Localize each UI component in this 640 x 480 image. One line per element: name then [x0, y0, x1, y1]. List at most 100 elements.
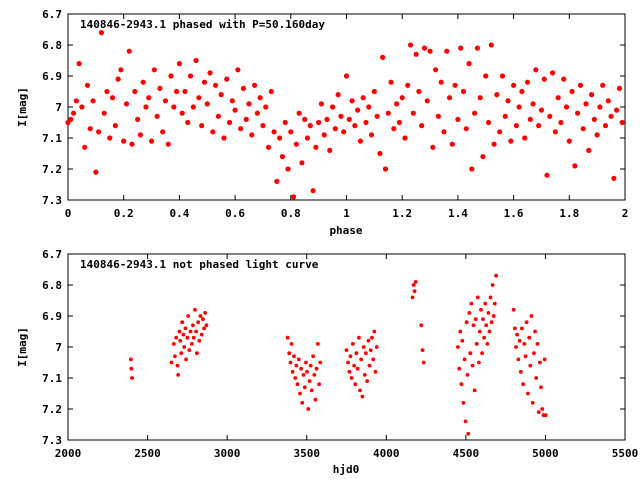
unphased-data-point	[287, 351, 292, 356]
unphased-data-point	[465, 373, 470, 377]
phased-data-point	[530, 101, 536, 107]
phased-data-point	[569, 88, 575, 95]
unphased-data-point	[315, 342, 320, 346]
phased-data-point	[346, 116, 352, 122]
phased-x-tick-label: 1.2	[392, 207, 412, 220]
unphased-data-point	[198, 314, 203, 318]
unphased-data-point	[474, 342, 479, 346]
phased-data-point	[196, 95, 202, 101]
unphased-data-point	[464, 320, 469, 325]
phased-data-points	[65, 29, 625, 200]
phased-data-point	[360, 95, 366, 101]
phased-data-point	[444, 48, 450, 54]
unphased-data-point	[191, 323, 195, 328]
phased-data-point	[483, 73, 489, 79]
unphased-data-point	[344, 348, 349, 352]
phased-data-point	[572, 163, 578, 169]
phased-data-point	[288, 129, 294, 135]
unphased-data-point	[534, 376, 539, 380]
phased-data-point	[563, 104, 570, 110]
phased-data-point	[499, 73, 506, 79]
unphased-data-point	[420, 348, 425, 352]
unphased-data-point	[365, 379, 370, 383]
phased-data-point	[324, 116, 330, 122]
phased-data-point	[243, 116, 249, 122]
phased-data-point	[561, 76, 567, 82]
phased-data-point	[396, 119, 403, 126]
phased-data-point	[527, 116, 533, 122]
phased-data-point	[285, 166, 291, 172]
phased-data-point	[474, 45, 480, 51]
phased-data-point	[123, 101, 130, 107]
phased-data-point	[162, 98, 169, 104]
phased-data-point	[157, 85, 163, 91]
unphased-data-point	[542, 357, 547, 362]
phased-data-point	[463, 126, 469, 132]
phased-data-point	[385, 110, 391, 116]
phased-data-point	[254, 110, 260, 116]
unphased-data-point	[481, 317, 485, 321]
unphased-data-point	[516, 357, 521, 362]
unphased-data-point	[532, 351, 536, 356]
phased-data-point	[480, 154, 486, 160]
unphased-data-point	[371, 357, 376, 362]
unphased-data-point	[185, 335, 190, 340]
phased-x-tick-label: 0.4	[169, 207, 189, 220]
phased-data-point	[226, 119, 233, 126]
unphased-data-point	[524, 320, 529, 325]
phased-data-point	[424, 98, 430, 104]
unphased-data-point	[302, 385, 307, 390]
unphased-data-point	[511, 307, 516, 312]
phased-data-point	[316, 119, 322, 126]
unphased-data-point	[318, 360, 323, 365]
phased-data-point	[249, 132, 255, 138]
phased-data-point	[388, 79, 394, 85]
phased-data-point	[611, 175, 617, 181]
unphased-data-point	[484, 323, 489, 328]
phased-data-point	[235, 67, 241, 73]
unphased-data-point	[317, 382, 322, 387]
unphased-data-point	[181, 332, 186, 337]
unphased-data-point	[171, 342, 176, 346]
phased-data-point	[271, 129, 277, 135]
unphased-data-point	[357, 335, 361, 340]
unphased-data-point	[346, 360, 350, 365]
phased-data-point	[508, 138, 514, 144]
unphased-data-point	[178, 338, 183, 343]
phased-data-point	[290, 194, 297, 200]
phased-data-point	[135, 116, 141, 122]
unphased-data-point	[361, 345, 366, 349]
unphased-data-point	[373, 369, 378, 374]
phased-data-point	[98, 29, 105, 36]
phased-data-point	[497, 129, 503, 135]
phased-data-point	[318, 101, 325, 107]
unphased-data-point	[364, 351, 368, 356]
unphased-data-point	[492, 301, 497, 306]
unphased-data-point	[293, 376, 298, 380]
unphased-data-point	[528, 363, 533, 368]
phased-data-point	[452, 82, 458, 88]
unphased-data-point	[490, 283, 495, 287]
unphased-data-point	[472, 388, 477, 393]
phased-data-point	[129, 141, 135, 147]
unphased-data-point	[360, 394, 365, 399]
unphased-data-point	[350, 342, 355, 346]
phased-data-point	[190, 104, 196, 110]
unphased-data-point	[353, 382, 358, 387]
unphased-x-tick-label: 2500	[134, 447, 161, 460]
phased-data-point	[296, 110, 302, 116]
phased-x-tick-label: 1.4	[448, 207, 468, 220]
phased-data-point	[583, 101, 589, 107]
unphased-data-point	[463, 419, 468, 424]
phased-data-point	[238, 126, 244, 132]
phased-data-point	[79, 104, 85, 110]
phased-data-point	[277, 135, 283, 141]
unphased-data-point	[204, 323, 209, 328]
unphased-data-point	[540, 407, 545, 411]
unphased-data-point	[477, 329, 482, 334]
phased-data-point	[349, 98, 355, 104]
phased-data-point	[427, 48, 433, 54]
phased-y-tick-label: 6.8	[42, 39, 62, 52]
unphased-data-point	[462, 357, 467, 362]
